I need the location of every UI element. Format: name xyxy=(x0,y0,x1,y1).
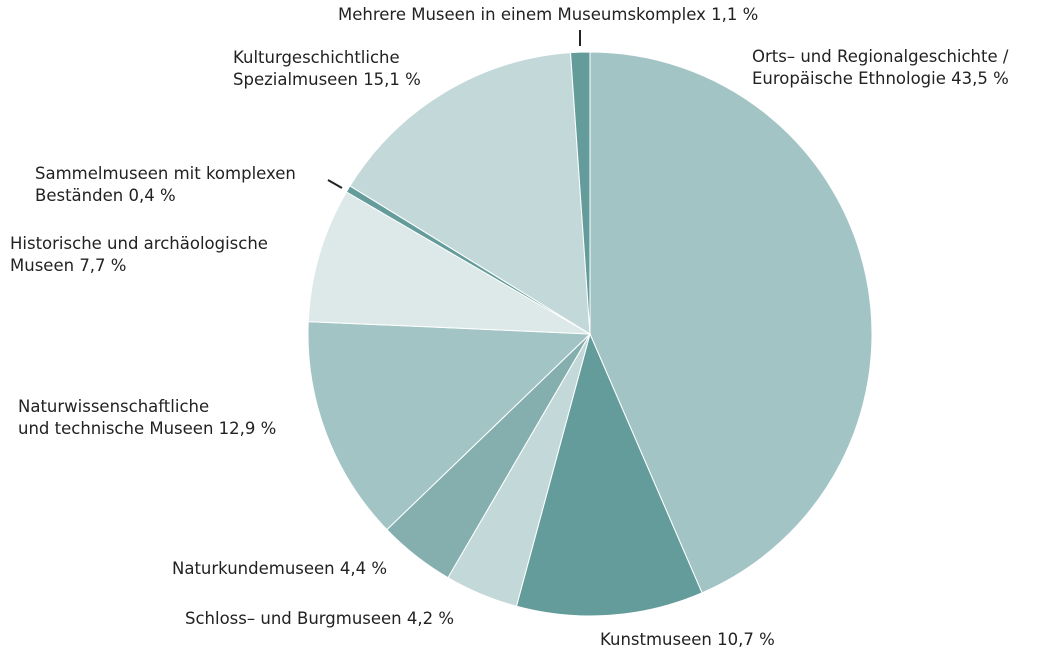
label-line: Beständen xyxy=(35,186,123,205)
slice-label: Sammelmuseen mit komplexen Beständen 0,4 … xyxy=(35,164,296,205)
label-line: Spezialmuseen xyxy=(233,70,358,89)
slice-label: Naturwissenschaftliche und technische Mus… xyxy=(18,397,276,438)
value-label: 4,4 % xyxy=(340,559,387,578)
pie-slice xyxy=(589,51,873,594)
label-line: Museen xyxy=(10,256,74,275)
value-label: 10,7 % xyxy=(717,630,775,649)
pie-slice xyxy=(515,332,703,617)
pie xyxy=(307,51,873,617)
pie-slice xyxy=(349,52,591,335)
value-label: 12,9 % xyxy=(219,419,277,438)
slice-label: Schloss– und Burgmuseen 4,2 % xyxy=(185,609,454,628)
leader-line xyxy=(327,179,343,189)
pie-slice xyxy=(307,321,592,531)
label-line: Mehrere Museen in einem Museumskomplex xyxy=(338,5,706,24)
label-line: Naturkundemuseen xyxy=(172,559,335,578)
pie-slice xyxy=(307,191,591,335)
value-label: 4,2 % xyxy=(407,609,454,628)
label-line: Sammelmuseen mit komplexen xyxy=(35,164,296,183)
value-label: 15,1 % xyxy=(363,70,421,89)
value-label: 1,1 % xyxy=(711,5,758,24)
value-label: 43,5 % xyxy=(951,69,1009,88)
slice-label: Naturkundemuseen 4,4 % xyxy=(172,559,387,578)
pie-slice xyxy=(569,51,591,335)
label-line: Schloss– und Burgmuseen xyxy=(185,609,402,628)
slice-label: Kunstmuseen 10,7 % xyxy=(600,630,775,649)
label-line: Historische und archäologische xyxy=(10,234,268,253)
label-line: Naturwissenschaftliche xyxy=(18,397,209,416)
label-line: Kulturgeschichtliche xyxy=(233,48,400,67)
slice-label: Kulturgeschichtliche Spezialmuseen 15,1 % xyxy=(233,48,421,89)
label-line: und technische Museen xyxy=(18,419,213,438)
slice-label: Mehrere Museen in einem Museumskomplex 1… xyxy=(338,5,758,24)
value-label: 0,4 % xyxy=(128,186,175,205)
slice-label: Historische und archäologische Museen 7,7… xyxy=(10,234,268,275)
value-label: 7,7 % xyxy=(79,256,126,275)
label-line: Europäische Ethnologie xyxy=(752,69,946,88)
slice-label: Orts– und Regionalgeschichte / Europäisch… xyxy=(752,47,1009,88)
label-line: Kunstmuseen xyxy=(600,630,712,649)
label-line: Orts– und Regionalgeschichte / xyxy=(752,47,1009,66)
